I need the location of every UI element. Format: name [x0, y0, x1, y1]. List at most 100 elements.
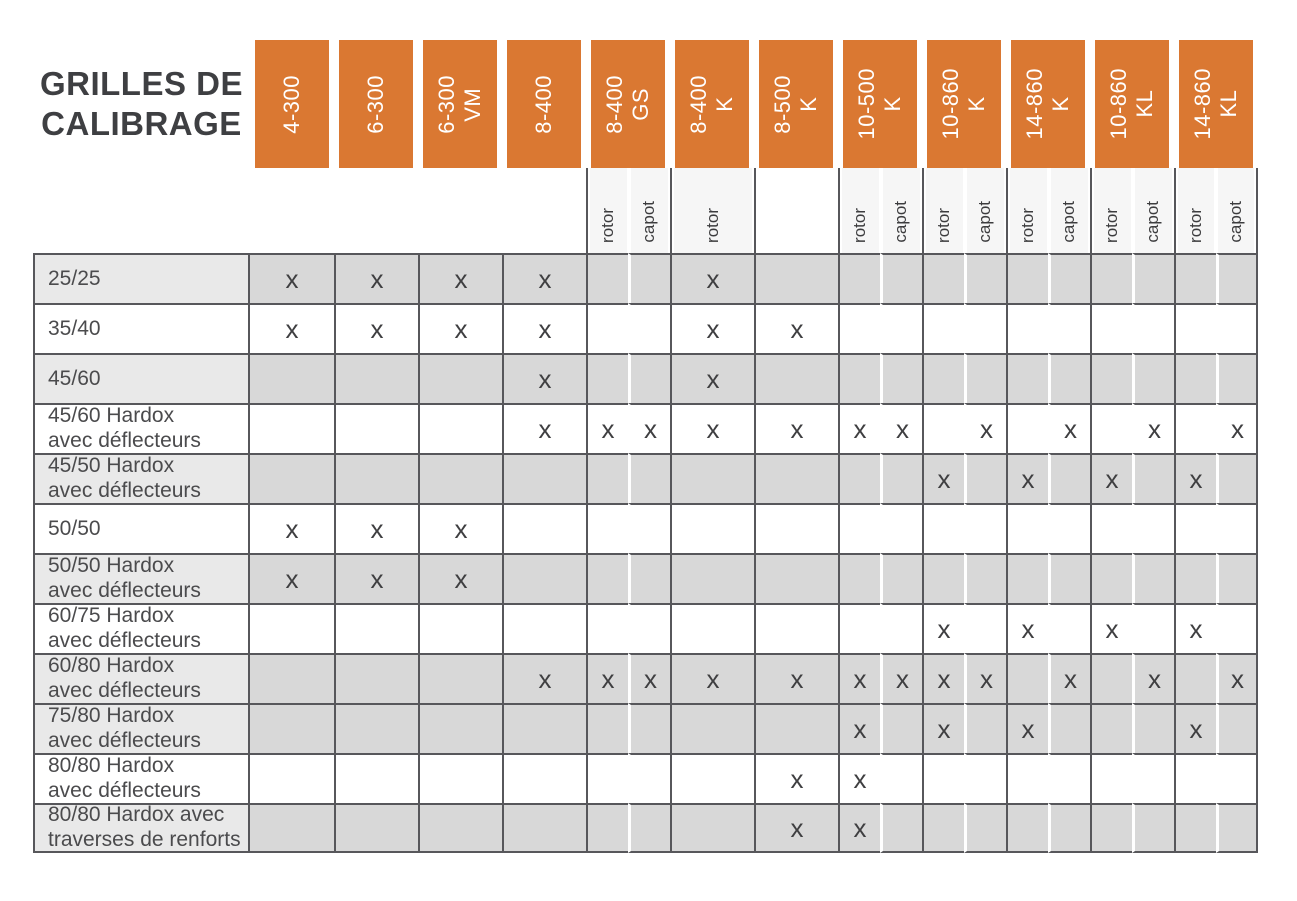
- matrix-cell: [922, 553, 964, 603]
- column-header-14-860-kl: 14-860 KL: [1174, 40, 1258, 168]
- row-label: 80/80 Hardox avec traverses de renforts: [33, 803, 250, 853]
- matrix-cell: [1132, 353, 1174, 403]
- matrix-cell: [334, 403, 418, 453]
- column-header-8-500-k: 8-500 K: [754, 40, 838, 168]
- matrix-cell: [586, 503, 628, 553]
- matrix-cell: [838, 353, 880, 403]
- matrix-cell: [670, 503, 754, 553]
- matrix-cell-x-mark: x: [418, 503, 502, 553]
- matrix-cell: [1174, 353, 1216, 403]
- matrix-cell: [754, 503, 838, 553]
- matrix-cell: [250, 453, 334, 503]
- column-header-10-500-k: 10-500 K: [838, 40, 922, 168]
- matrix-cell: [1006, 303, 1048, 353]
- matrix-cell: [754, 453, 838, 503]
- subheader-capot: capot: [1135, 168, 1172, 253]
- column-header-label: 14-860 K: [1022, 68, 1073, 140]
- matrix-cell: [1006, 253, 1048, 303]
- column-header-6-300: 6-300: [334, 40, 418, 168]
- matrix-cell: [1006, 653, 1048, 703]
- subheader-label-rotor: rotor: [934, 208, 954, 243]
- matrix-cell-x-mark: x: [418, 303, 502, 353]
- matrix-cell: [1216, 553, 1258, 603]
- column-header-8-400: 8-400: [502, 40, 586, 168]
- row-label: 50/50: [33, 503, 250, 553]
- matrix-cell: [334, 453, 418, 503]
- matrix-cell: [838, 303, 880, 353]
- matrix-cell: [1006, 403, 1048, 453]
- matrix-cell: [628, 753, 670, 803]
- matrix-cell: [250, 753, 334, 803]
- matrix-cell: [1132, 453, 1174, 503]
- matrix-cell-x-mark: x: [502, 303, 586, 353]
- matrix-cell-x-mark: x: [250, 553, 334, 603]
- matrix-cell: [418, 703, 502, 753]
- matrix-cell: [1048, 253, 1090, 303]
- column-header-label: 8-400 K: [686, 74, 737, 134]
- matrix-cell: [586, 803, 628, 853]
- subheader-label-rotor: rotor: [598, 208, 618, 243]
- column-header-label: 8-400: [531, 74, 557, 134]
- matrix-cell: [670, 753, 754, 803]
- matrix-cell: [1216, 703, 1258, 753]
- column-header-box: 8-400 GS: [591, 40, 665, 168]
- matrix-cell: [1174, 553, 1216, 603]
- matrix-cell: [1006, 553, 1048, 603]
- matrix-cell-x-mark: x: [1090, 603, 1132, 653]
- matrix-cell: [502, 503, 586, 553]
- matrix-cell: [418, 753, 502, 803]
- matrix-cell: [754, 703, 838, 753]
- matrix-cell: [1048, 553, 1090, 603]
- matrix-cell: [880, 603, 922, 653]
- matrix-cell-x-mark: x: [418, 253, 502, 303]
- matrix-cell: [502, 803, 586, 853]
- row-label: 50/50 Hardox avec déflecteurs: [33, 553, 250, 603]
- column-header-box: 8-500 K: [759, 40, 833, 168]
- matrix-cell-x-mark: x: [1048, 653, 1090, 703]
- subheader-label-rotor: rotor: [850, 208, 870, 243]
- row-label: 45/60: [33, 353, 250, 403]
- matrix-cell: [1048, 803, 1090, 853]
- matrix-cell: [880, 253, 922, 303]
- matrix-cell-x-mark: x: [502, 253, 586, 303]
- column-header-label: 10-860 KL: [1106, 68, 1157, 140]
- matrix-cell: [1090, 403, 1132, 453]
- matrix-cell: [1090, 303, 1132, 353]
- subheader-rotor: rotor: [1010, 168, 1047, 253]
- matrix-cell: [628, 303, 670, 353]
- column-header-14-860-k: 14-860 K: [1006, 40, 1090, 168]
- row-label: 45/60 Hardox avec déflecteurs: [33, 403, 250, 453]
- matrix-cell: [250, 653, 334, 703]
- matrix-cell: [922, 403, 964, 453]
- matrix-cell: [1048, 703, 1090, 753]
- column-header-6-300-vm: 6-300 VM: [418, 40, 502, 168]
- matrix-cell: [1090, 353, 1132, 403]
- matrix-cell: [586, 753, 628, 803]
- matrix-cell: [670, 553, 754, 603]
- matrix-cell: [964, 253, 1006, 303]
- matrix-cell: [502, 703, 586, 753]
- matrix-cell-x-mark: x: [1006, 603, 1048, 653]
- matrix-cell-x-mark: x: [922, 453, 964, 503]
- matrix-cell-x-mark: x: [880, 403, 922, 453]
- matrix-cell: [670, 603, 754, 653]
- subheader-label-capot: capot: [891, 201, 911, 243]
- matrix-cell: [1090, 753, 1132, 803]
- subheader-label-capot: capot: [1143, 201, 1163, 243]
- matrix-cell-x-mark: x: [1090, 453, 1132, 503]
- matrix-cell: [1132, 253, 1174, 303]
- matrix-cell: [754, 603, 838, 653]
- matrix-cell: [880, 353, 922, 403]
- column-header-box: 10-860 KL: [1095, 40, 1169, 168]
- matrix-cell-x-mark: x: [250, 253, 334, 303]
- matrix-cell: [1006, 503, 1048, 553]
- matrix-cell-x-mark: x: [754, 653, 838, 703]
- column-header-box: 10-500 K: [843, 40, 917, 168]
- matrix-cell: [964, 553, 1006, 603]
- matrix-cell: [250, 703, 334, 753]
- matrix-cell-x-mark: x: [1132, 653, 1174, 703]
- matrix-cell: [1216, 303, 1258, 353]
- row-label: 60/80 Hardox avec déflecteurs: [33, 653, 250, 703]
- matrix-cell: [1048, 503, 1090, 553]
- matrix-cell: [1048, 753, 1090, 803]
